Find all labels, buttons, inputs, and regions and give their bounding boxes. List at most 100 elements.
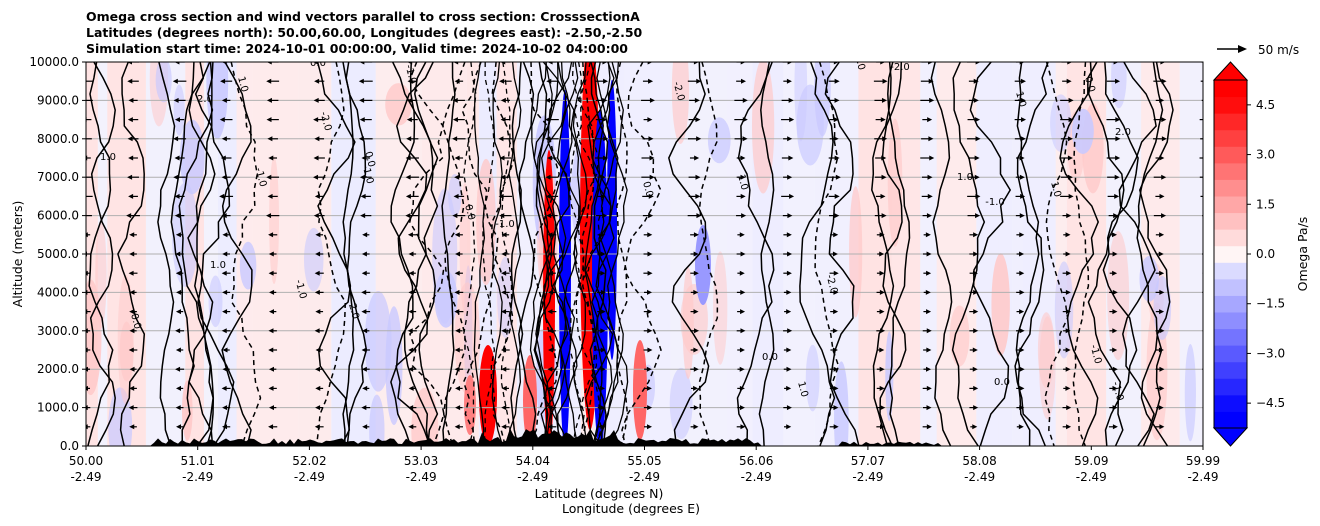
x-tick-label-lat: 57.07 [851,454,885,468]
wind-vector-head [787,213,793,219]
wind-vector-head [741,213,747,219]
wind-vector-head [834,155,840,161]
contour-line [1102,62,1139,446]
wind-vector-head [128,155,134,161]
wind-vector-head [1068,117,1074,123]
wind-vector-head [176,289,182,295]
wind-vector-head [315,309,321,315]
wind-vector-head [1161,213,1167,219]
wind-vector-head [129,328,135,334]
wind-vector-head [693,251,699,257]
x-tick-label-lat: 52.02 [292,454,326,468]
wind-vector-head [881,174,887,180]
contour-line [571,62,600,446]
wind-vector-head [1019,347,1025,353]
omega-cell [671,62,690,144]
contour-label: 0.0 [362,150,377,168]
wind-vector-head [173,136,179,142]
colorbar-segment [1214,212,1247,230]
contour-label: -1.0 [1088,344,1104,366]
wind-vector-head [314,366,320,372]
wind-vector-head [926,270,932,276]
omega-cell [1050,94,1072,152]
wind-vector-head [86,347,88,353]
contour-label: 0.0 [762,352,778,363]
wind-vector-head [832,328,838,334]
wind-vector-head [175,270,181,276]
wind-vector-head [693,309,699,315]
wind-vector-head [127,78,133,84]
contour-label: 1.0 [1013,90,1028,108]
contour-label: -1.0 [293,279,309,301]
wind-vector-head [833,309,839,315]
contour-line [395,62,434,446]
wind-vector-head [1206,328,1211,333]
wind-vector-head [974,174,980,180]
wind-vector-head [1115,117,1121,123]
wind-vector-head [833,289,839,295]
contour-line [544,62,573,446]
wind-vector-head [973,328,979,334]
wind-vector-head [1019,62,1025,65]
wind-vector-head [498,193,504,199]
wind-vector-head [501,366,507,372]
wind-vector-head [127,62,133,65]
wind-vector-head [175,347,181,353]
wind-vector-head [646,366,652,372]
wind-vector-head [740,251,746,257]
x-tick-label-lat: 50.00 [69,454,103,468]
wind-vector-head [1206,252,1211,257]
wind-vector-head [1159,309,1165,315]
wind-vector-head [786,366,792,372]
wind-vector-head [80,79,85,84]
wind-vector-head [269,289,275,295]
omega-cell [239,241,257,290]
contour-line [491,62,504,446]
contour-label: -1.0 [985,197,1005,208]
wind-vector-head [1158,405,1164,411]
x-tick-label-lon: -2.49 [1187,470,1218,484]
contour-label: 0.0 [128,312,143,330]
colorbar-segment [1214,229,1247,247]
wind-vector-head [693,270,699,276]
wind-vector-head [1161,117,1167,123]
contour-line [528,62,560,446]
wind-vector-head [453,193,459,199]
wind-vector-head [695,117,701,123]
wind-vector-head [1065,232,1071,238]
contour-line [1044,62,1069,446]
wind-vector-head [408,424,414,430]
x-tick-label-lon: -2.49 [1076,470,1107,484]
contour-label: 1.0 [795,380,810,398]
wind-vector-head [834,193,840,199]
contour-label: 1.0 [735,173,750,191]
wind-vector-head [1114,174,1120,180]
contour-line [473,62,486,446]
omega-cell [303,227,324,292]
wind-vector-head [693,385,699,391]
wind-vector-head [313,213,319,219]
wind-vector-head [926,309,932,315]
omega-cell [119,321,134,382]
wind-vector-head [501,289,507,295]
wind-vector-head [602,213,608,219]
wind-vector-head [786,270,792,276]
wind-vector-head [648,193,654,199]
contour-label: -1.0 [495,219,515,230]
wind-vector-head [787,174,793,180]
wind-vector-head [929,155,935,161]
wind-vector-head [359,62,365,65]
wind-vector-head [1206,290,1211,295]
omega-core [695,225,711,305]
contour-label: -1.0 [1110,381,1126,403]
wind-vector-head [647,270,653,276]
wind-vector-head [1158,251,1164,257]
wind-vector-head [1112,366,1118,372]
wind-vector-head [499,78,505,84]
wind-vector-head [546,213,552,219]
contour-line [606,62,629,446]
wind-vector-head [361,405,367,411]
wind-vector-head [975,62,981,65]
wind-vector-head [880,193,886,199]
wind-vector-head [788,97,794,103]
